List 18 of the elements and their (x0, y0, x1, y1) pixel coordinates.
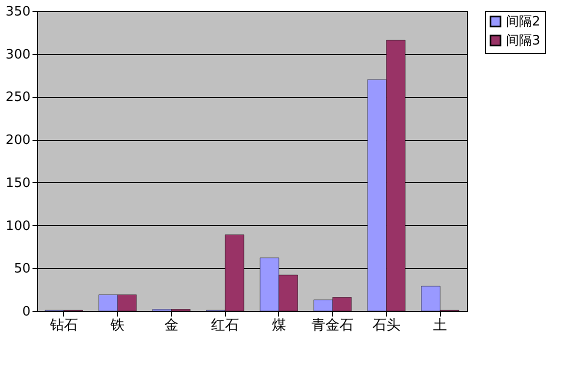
x-tick-label: 青金石 (312, 318, 354, 334)
x-tick-label: 红石 (211, 318, 240, 334)
y-tick-label: 200 (6, 133, 30, 148)
y-tick-label: 300 (6, 47, 30, 62)
legend-label: 间隔3 (506, 34, 540, 48)
y-tick-label: 250 (6, 90, 30, 106)
y-tick-label: 50 (14, 262, 30, 277)
y-tick-label: 350 (6, 4, 30, 20)
x-tick-label: 石头 (372, 318, 400, 334)
x-tick-label: 土 (433, 318, 448, 334)
y-tick-label: 0 (22, 304, 30, 320)
x-tick-label: 金 (164, 318, 178, 334)
x-tick-label: 煤 (272, 318, 286, 334)
x-tick-label: 铁 (110, 318, 125, 334)
y-tick-label: 150 (6, 176, 30, 191)
x-tick-label: 钻石 (48, 318, 78, 334)
y-tick-label: 100 (6, 218, 30, 234)
legend-label: 间隔2 (506, 14, 540, 30)
